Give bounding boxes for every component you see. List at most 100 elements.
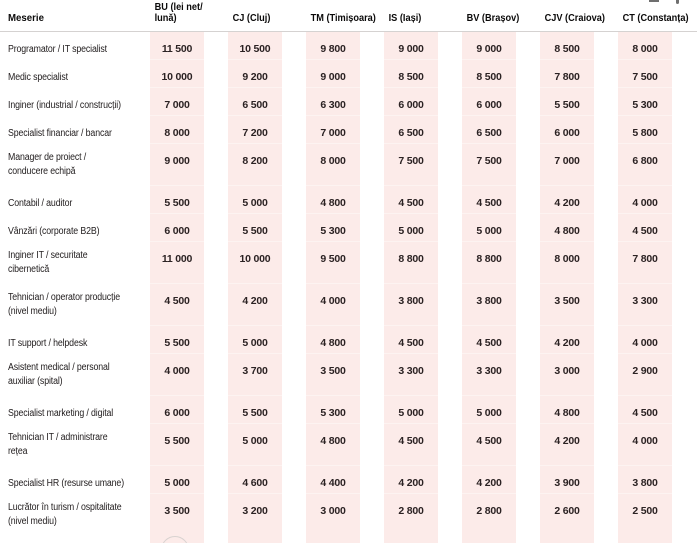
salary-cell: 11 500 xyxy=(150,32,228,60)
salary-value: 3 800 xyxy=(398,295,424,307)
salary-value: 9 000 xyxy=(476,43,502,55)
salary-cell-highlight: 8 500 xyxy=(540,32,594,60)
salary-cell: 8 000 xyxy=(150,116,228,144)
salary-value: 4 000 xyxy=(164,365,190,377)
salary-cell: 4 500 xyxy=(462,326,540,354)
salary-value: 5 000 xyxy=(476,407,502,419)
salary-cell-highlight: 7 200 xyxy=(228,116,282,144)
salary-cell-highlight: 4 500 xyxy=(462,424,516,466)
salary-cell-highlight: 5 500 xyxy=(150,424,204,466)
salary-cell: 10 500 xyxy=(228,32,306,60)
salary-value: 4 500 xyxy=(476,435,502,447)
salary-cell-highlight: 7 000 xyxy=(306,116,360,144)
salary-cell: 4 400 xyxy=(306,466,384,494)
salary-cell-highlight: 4 500 xyxy=(384,326,438,354)
salary-cell: 7 000 xyxy=(540,144,618,186)
table-body: Programator / IT specialist 11 500 10 500 9… xyxy=(0,32,700,543)
profession-header-label: Meserie xyxy=(8,12,44,24)
salary-cell: 8 200 xyxy=(228,144,306,186)
salary-cell-highlight: 6 500 xyxy=(462,116,516,144)
salary-cell-highlight: 7 500 xyxy=(384,144,438,186)
salary-cell-highlight: 4 000 xyxy=(618,424,672,466)
salary-cell-highlight: 11 000 xyxy=(150,242,204,284)
salary-cell: 5 500 xyxy=(150,424,228,466)
salary-cell: 4 000 xyxy=(618,186,696,214)
salary-cell: 5 500 xyxy=(228,396,306,424)
column-header-label: TM (Timișoara) xyxy=(310,13,376,24)
table-row: Manager de proiect / conducere echipă 9 0… xyxy=(0,144,700,186)
column-header-label: BV (Brașov) xyxy=(466,13,520,24)
salary-cell: 3 800 xyxy=(462,284,540,326)
salary-value: 3 500 xyxy=(554,295,580,307)
table-row: Programator / IT specialist 11 500 10 500 9… xyxy=(0,32,700,60)
salary-cell: 7 800 xyxy=(618,242,696,284)
salary-value: 6 500 xyxy=(476,127,502,139)
salary-cell-highlight: 8 000 xyxy=(540,242,594,284)
salary-cell-highlight: 9 000 xyxy=(462,32,516,60)
salary-cell-highlight: 4 000 xyxy=(618,186,672,214)
salary-cell: 4 200 xyxy=(540,326,618,354)
salary-cell: 4 200 xyxy=(228,284,306,326)
salary-cell-highlight: 7 500 xyxy=(462,144,516,186)
salary-cell: 4 200 xyxy=(540,424,618,466)
salary-cell: 6 500 xyxy=(462,116,540,144)
salary-cell: 4 800 xyxy=(306,424,384,466)
column-header-label: CJV (Craiova) xyxy=(544,13,605,24)
salary-cell-highlight: 3 000 xyxy=(540,354,594,396)
salary-value: 8 000 xyxy=(164,127,190,139)
column-header-city: BU (lei net/ lună) xyxy=(150,0,228,31)
salary-cell-highlight: 5 000 xyxy=(228,424,282,466)
salary-cell: 5 500 xyxy=(540,88,618,116)
salary-cell: 3 300 xyxy=(384,354,462,396)
salary-value: 2 800 xyxy=(398,505,424,517)
salary-value: 3 200 xyxy=(242,505,268,517)
salary-value: 9 800 xyxy=(320,43,346,55)
salary-value: 5 000 xyxy=(242,435,268,447)
salary-cell-highlight: 7 800 xyxy=(618,242,672,284)
salary-value: 7 000 xyxy=(554,155,580,167)
salary-cell: 4 200 xyxy=(540,186,618,214)
salary-cell: 7 500 xyxy=(462,144,540,186)
salary-cell-highlight: 4 500 xyxy=(462,326,516,354)
salary-value: 3 300 xyxy=(398,365,424,377)
salary-cell: 5 800 xyxy=(618,116,696,144)
profession-label: Inginer IT / securitate cibernetică xyxy=(8,250,88,275)
profession-label-cell: Asistent medical / personal auxiliar (sp… xyxy=(0,354,150,396)
salary-cell: 7 000 xyxy=(306,116,384,144)
salary-cell: 5 300 xyxy=(306,214,384,242)
salary-value: 11 000 xyxy=(161,253,193,265)
salary-cell-highlight: 3 800 xyxy=(384,284,438,326)
table-row: Tehnician IT / administrare rețea 5 500 5 … xyxy=(0,424,700,466)
salary-cell: 10 000 xyxy=(228,242,306,284)
salary-cell: 5 000 xyxy=(228,186,306,214)
salary-cell: 6 000 xyxy=(150,396,228,424)
salary-value: 3 700 xyxy=(242,365,268,377)
salary-cell: 2 600 xyxy=(540,494,618,543)
salary-value: 2 800 xyxy=(476,505,502,517)
salary-cell: 7 200 xyxy=(228,116,306,144)
salary-cell-highlight: 8 500 xyxy=(462,60,516,88)
salary-cell-highlight: 4 500 xyxy=(462,186,516,214)
salary-value: 3 900 xyxy=(554,477,580,489)
salary-cell-highlight: 3 300 xyxy=(384,354,438,396)
salary-value: 6 000 xyxy=(164,407,190,419)
salary-value: 5 300 xyxy=(632,99,658,111)
salary-cell-highlight: 9 000 xyxy=(384,32,438,60)
salary-cell: 5 000 xyxy=(462,396,540,424)
profession-label: IT support / helpdesk xyxy=(8,338,88,349)
salary-cell: 4 200 xyxy=(462,466,540,494)
salary-value: 4 200 xyxy=(554,435,580,447)
salary-value: 5 300 xyxy=(320,407,346,419)
salary-value: 5 500 xyxy=(554,99,580,111)
salary-cell: 5 000 xyxy=(462,214,540,242)
salary-cell-highlight: 6 000 xyxy=(150,214,204,242)
profession-label-cell: Vânzări (corporate B2B) xyxy=(0,214,150,242)
salary-value: 3 000 xyxy=(320,505,346,517)
salary-value: 6 800 xyxy=(632,155,658,167)
salary-cell: 5 500 xyxy=(150,326,228,354)
salary-value: 8 000 xyxy=(632,43,658,55)
salary-value: 2 600 xyxy=(554,505,580,517)
salary-cell-highlight: 6 500 xyxy=(228,88,282,116)
salary-cell-highlight: 3 200 xyxy=(228,494,282,543)
table-row: Specialist HR (resurse umane) 5 000 4 600 4… xyxy=(0,466,700,494)
